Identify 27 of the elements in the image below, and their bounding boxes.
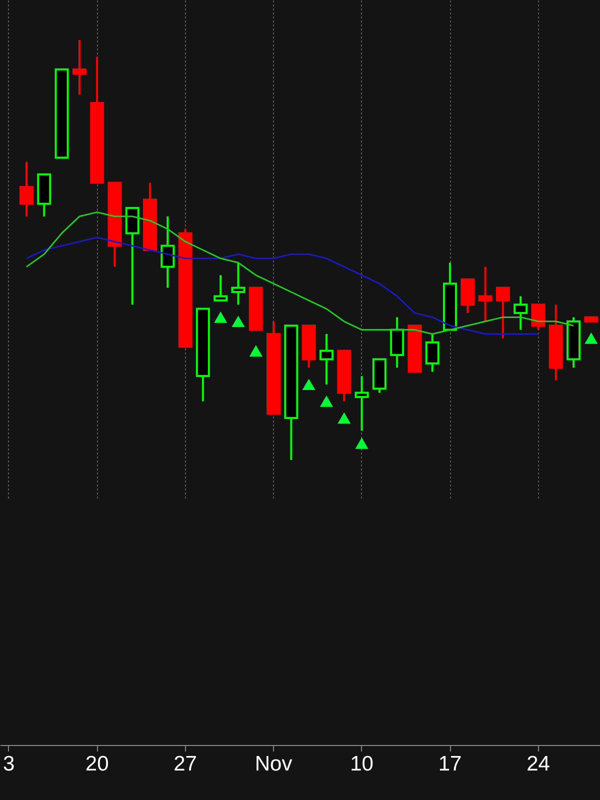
point [320,396,333,407]
x-tick-label: 3 [2,752,15,776]
candlestick [19,160,34,218]
point [214,312,228,323]
candlestick [231,262,246,306]
candlestick [214,274,228,302]
point [355,438,368,449]
candlestick [531,304,546,331]
x-tick-label: Nov [254,752,293,776]
point [584,332,598,344]
x-tick-label: 20 [85,752,109,776]
candlestick [514,295,528,331]
candlestick [319,333,334,386]
x-tick-label: 17 [438,752,462,776]
x-tick-label: 27 [174,752,197,776]
candlestick [72,39,86,96]
point [338,412,351,424]
x-tick-label: 10 [350,752,374,776]
point [302,378,316,390]
candlestick [425,333,440,373]
candlestick [354,375,369,432]
candlestick [478,266,492,322]
point [249,345,262,356]
x-tick-label: 24 [526,752,550,776]
candlestick [160,215,175,289]
candlestick [496,286,510,340]
point [232,316,245,328]
